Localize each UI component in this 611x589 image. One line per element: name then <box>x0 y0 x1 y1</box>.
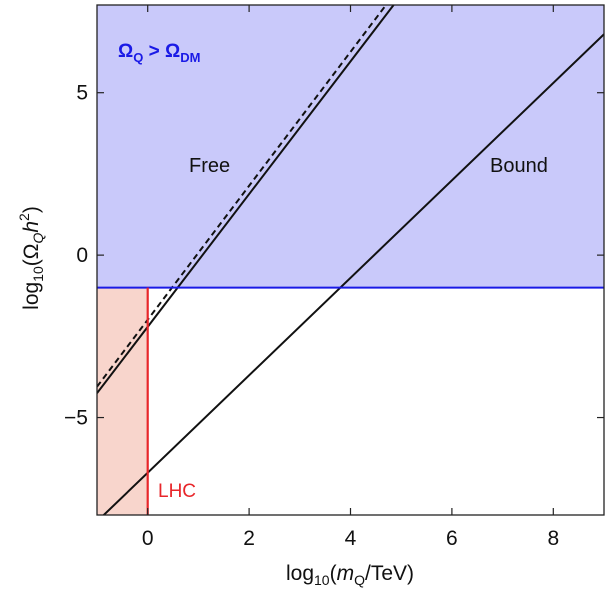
series-line-free <box>97 5 395 394</box>
x-axis-label: log10(mQ/TeV) <box>286 562 414 588</box>
free-curve-label: Free <box>189 155 230 177</box>
series-line-bound <box>102 33 604 515</box>
x-tick-label: 0 <box>142 527 154 550</box>
lhc-excluded-region <box>97 287 148 515</box>
curves-group <box>97 5 604 515</box>
bound-curve-label: Bound <box>490 155 548 177</box>
y-tick-label: 0 <box>76 244 88 267</box>
x-tick-label: 6 <box>446 527 458 550</box>
y-tick-label: −5 <box>64 407 88 430</box>
lhc-region-label: LHC <box>158 481 196 502</box>
y-tick-label: 5 <box>76 82 88 105</box>
x-tick-label: 2 <box>243 527 255 550</box>
x-axis-ticks: 0 2 4 6 8 <box>142 5 559 550</box>
x-tick-label: 8 <box>547 527 559 550</box>
y-axis-ticks: −5 0 5 <box>64 82 604 430</box>
dm-region-label: ΩQ > ΩDM <box>118 41 200 65</box>
dm-excluded-region <box>97 5 604 288</box>
y-axis-label: log10(ΩQh2) <box>16 206 46 310</box>
x-tick-label: 4 <box>345 527 357 550</box>
